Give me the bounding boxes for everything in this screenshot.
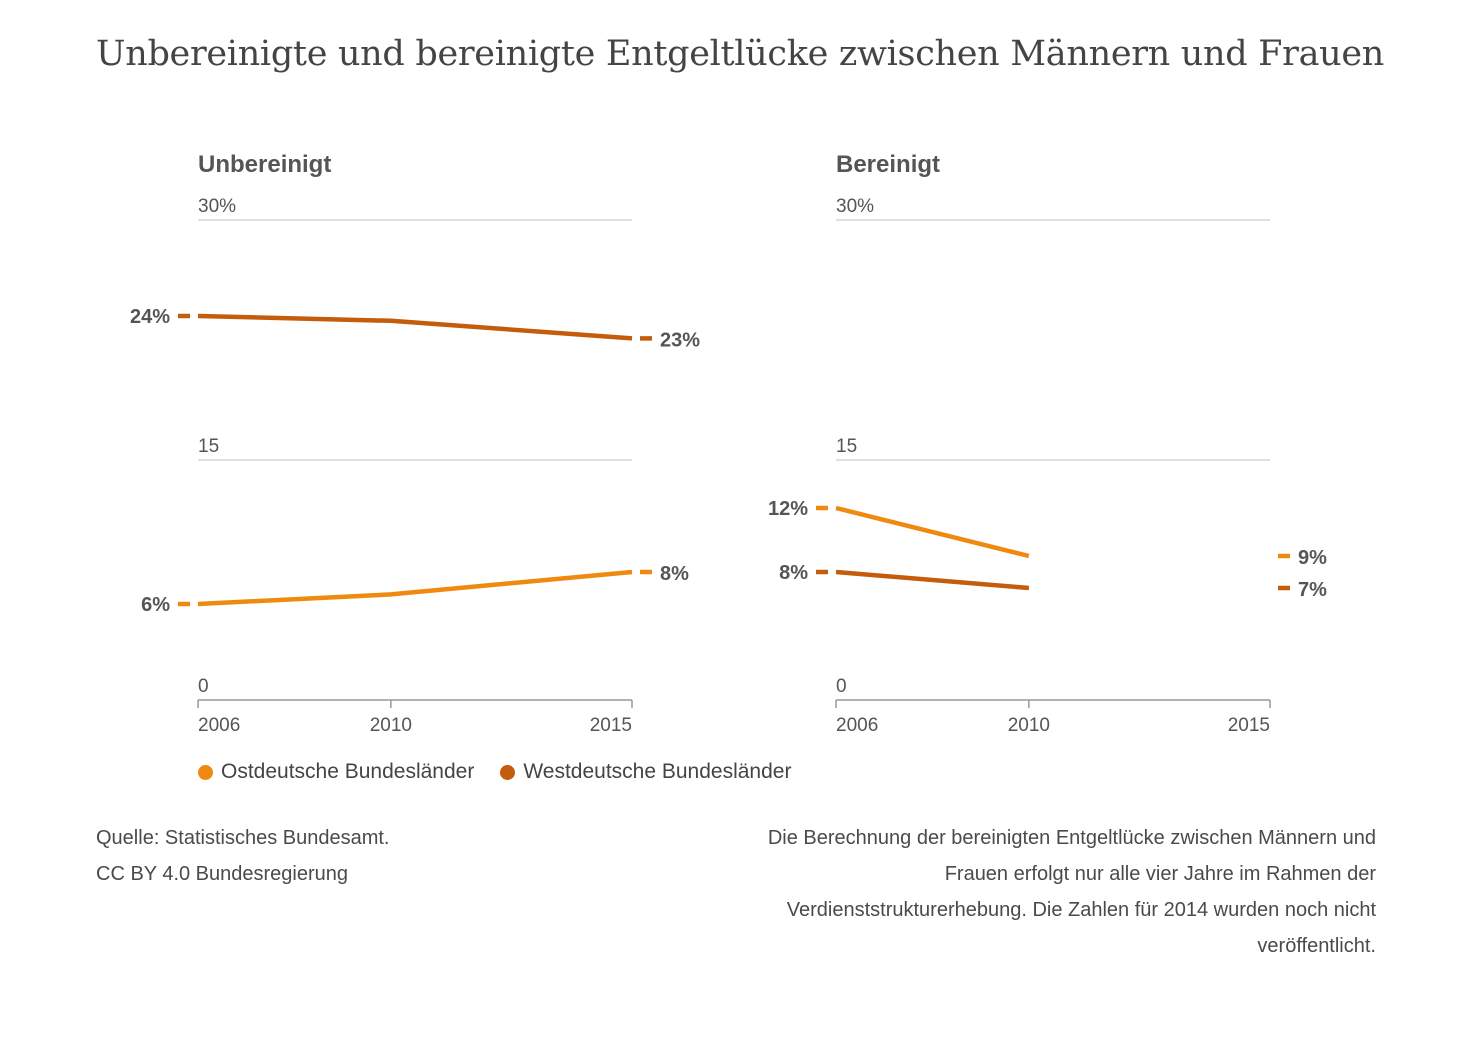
source-line: Quelle: Statistisches Bundesamt.: [96, 827, 390, 849]
end-value-label: 23%: [660, 329, 700, 351]
start-value-label: 24%: [130, 306, 170, 328]
legend-label-ost: Ostdeutsche Bundesländer: [221, 760, 475, 783]
series-line: [197, 313, 633, 341]
x-tick-label: 2015: [590, 715, 632, 736]
chart-bereinigt: Bereinigt 30% 15 0 2006 2010 2015 12% 9% 8% 7%: [768, 151, 1327, 736]
series-line: [835, 505, 1030, 559]
x-tick-label: 2010: [1008, 715, 1050, 736]
end-value-label: 7%: [1298, 579, 1327, 601]
y-tick-label: 0: [836, 676, 847, 697]
x-tick-label: 2006: [836, 715, 878, 736]
legend-item-west: Westdeutsche Bundesländer: [500, 760, 791, 784]
y-tick-label: 0: [198, 676, 209, 697]
end-value-label: 9%: [1298, 547, 1327, 569]
start-value-label: 8%: [779, 562, 808, 584]
legend: Ostdeutsche Bundesländer Westdeutsche Bu…: [198, 760, 791, 784]
legend-label-west: Westdeutsche Bundesländer: [523, 760, 792, 783]
panel-title: Unbereinigt: [198, 151, 331, 178]
end-value-label: 8%: [660, 563, 689, 585]
x-tick-label: 2006: [198, 715, 240, 736]
series-line: [835, 569, 1030, 591]
x-tick-label: 2010: [370, 715, 412, 736]
start-value-label: 6%: [141, 594, 170, 616]
legend-dot-ost: [198, 764, 213, 780]
license-line: CC BY 4.0 Bundesregierung: [96, 863, 349, 885]
legend-item-ost: Ostdeutsche Bundesländer: [198, 760, 474, 784]
legend-dot-west: [500, 764, 516, 780]
page-title: Unbereinigte und bereinigte Entgeltlücke…: [96, 34, 1385, 74]
footnote: Die Berechnung der bereinigten Entgeltlü…: [767, 827, 1376, 957]
start-value-label: 12%: [768, 498, 808, 520]
x-tick-label: 2015: [1228, 715, 1270, 736]
y-tick-label: 30%: [836, 196, 874, 217]
y-tick-label: 15: [836, 436, 857, 457]
source-block: Quelle: Statistisches Bundesamt. CC BY 4…: [96, 820, 389, 892]
panel-title: Bereinigt: [836, 151, 940, 178]
chart-unbereinigt: Unbereinigt 30% 15 0 2006 2010 2015 24% 23% 6% 8%: [130, 151, 700, 736]
y-tick-label: 15: [198, 436, 219, 457]
series-line: [197, 569, 633, 607]
y-tick-label: 30%: [198, 196, 236, 217]
